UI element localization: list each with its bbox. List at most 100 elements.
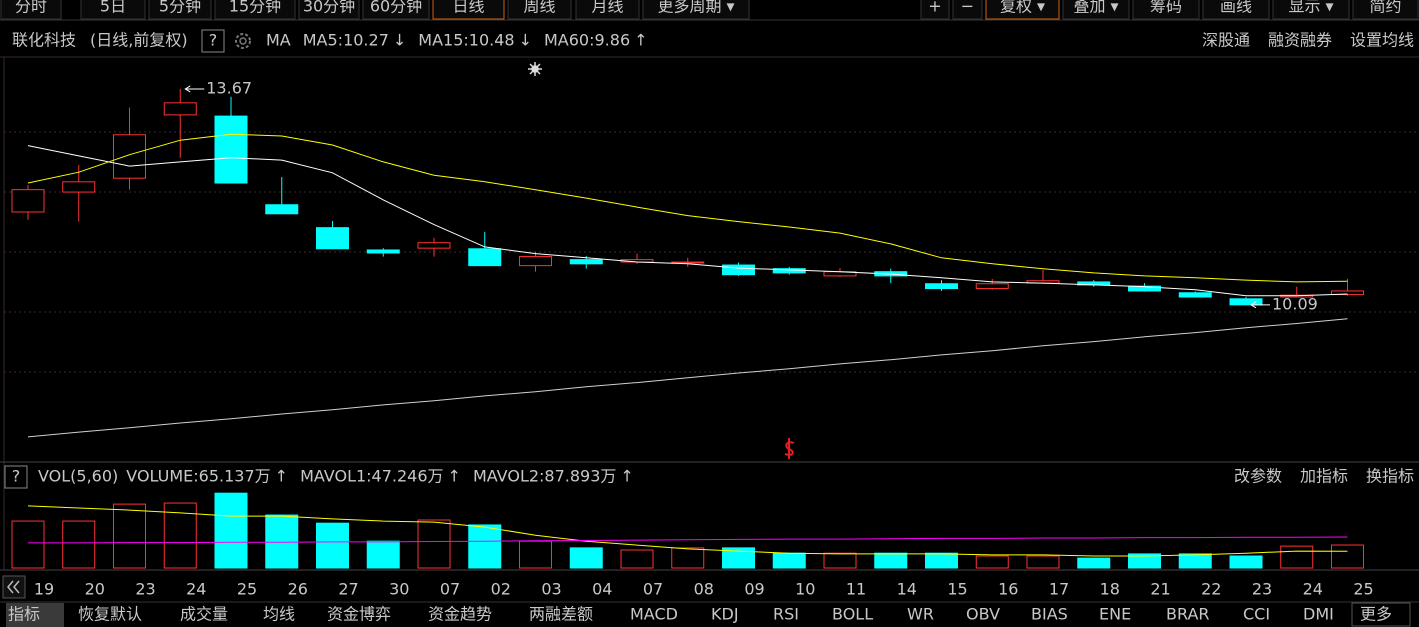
panel-link[interactable]: 设置均线: [1350, 31, 1414, 50]
toolbar-button[interactable]: [952, 0, 983, 20]
toolbar-button[interactable]: [575, 0, 640, 20]
x-tick-label: 02: [491, 580, 511, 599]
toolbar-button[interactable]: [214, 0, 296, 20]
toolbar-label[interactable]: 叠加 ▾: [1073, 0, 1118, 16]
toolbar-label[interactable]: 30分钟: [303, 0, 355, 16]
toolbar-label[interactable]: 分时: [15, 0, 47, 16]
legend-trend: ↑: [634, 31, 647, 50]
ma-line: [27, 145, 1348, 297]
mavol-line: [27, 505, 1348, 557]
toolbar-button[interactable]: [920, 0, 950, 20]
tab-label[interactable]: MACD: [630, 605, 678, 624]
candle-body: [62, 181, 96, 193]
scroll-left-button[interactable]: [2, 575, 26, 599]
panel-link[interactable]: 改参数: [1234, 467, 1282, 486]
toolbar-label[interactable]: 更多周期 ▾: [657, 0, 734, 16]
tab-label[interactable]: 资金博弈: [327, 605, 391, 624]
tab-label[interactable]: BRAR: [1166, 605, 1210, 624]
tab-label[interactable]: CCI: [1243, 605, 1270, 624]
toolbar-button[interactable]: [1132, 0, 1200, 20]
tab-label[interactable]: BIAS: [1031, 605, 1068, 624]
toolbar-button[interactable]: [362, 0, 430, 20]
more-button[interactable]: [1351, 602, 1411, 627]
tab-label[interactable]: 两融差额: [529, 605, 593, 624]
help-button[interactable]: [201, 29, 225, 53]
toolbar-label[interactable]: 5分钟: [159, 0, 201, 16]
panel-link[interactable]: 融资融券: [1268, 31, 1332, 50]
toolbar-button[interactable]: [507, 0, 572, 20]
toolbar-button[interactable]: [642, 0, 750, 20]
tab-label[interactable]: 资金趋势: [428, 605, 492, 624]
x-tick-label: 15: [947, 580, 967, 599]
panel-link[interactable]: 深股通: [1202, 31, 1250, 50]
tab-label[interactable]: WR: [907, 605, 934, 624]
toolbar-label[interactable]: +: [928, 0, 941, 16]
toolbar-label[interactable]: 画线: [1220, 0, 1252, 16]
tab-label[interactable]: 更多: [1360, 605, 1392, 624]
gear-icon[interactable]: [235, 33, 251, 49]
panel-link[interactable]: 加指标: [1300, 467, 1348, 486]
volume-bar: [1331, 544, 1364, 569]
help-button[interactable]: [4, 465, 28, 489]
tab-label[interactable]: OBV: [966, 605, 1000, 624]
tab-label[interactable]: 指标: [8, 605, 40, 624]
toolbar-label[interactable]: 日线: [452, 0, 484, 16]
volume-bar: [417, 519, 451, 569]
toolbar-label[interactable]: 月线: [591, 0, 623, 16]
toolbar-label[interactable]: −: [961, 0, 974, 16]
toolbar-label[interactable]: 周线: [523, 0, 555, 16]
toolbar-button[interactable]: [1062, 0, 1130, 20]
x-tick-label: 19: [34, 580, 54, 599]
toolbar-button[interactable]: [985, 0, 1060, 20]
tab-label[interactable]: 均线: [263, 605, 295, 624]
toolbar-button[interactable]: [298, 0, 360, 20]
toolbar-label[interactable]: 显示 ▾: [1288, 0, 1333, 16]
candle-body: [113, 134, 146, 179]
candle-body: [1229, 298, 1263, 306]
x-tick-label: 27: [338, 580, 358, 599]
candle-body: [569, 259, 603, 265]
low-arrow: [1250, 301, 1270, 309]
tab-label[interactable]: 成交量: [180, 605, 228, 624]
toolbar-button[interactable]: [1352, 0, 1419, 20]
candle-body: [519, 256, 552, 267]
event-icon[interactable]: [528, 62, 542, 76]
volume-bar: [468, 524, 502, 569]
toolbar-label[interactable]: 5日: [100, 0, 126, 16]
toolbar-label[interactable]: 60分钟: [370, 0, 422, 16]
x-tick-label: 07: [440, 580, 460, 599]
legend-trend: ↓: [519, 31, 532, 50]
signal-icon[interactable]: [784, 438, 795, 459]
toolbar-button[interactable]: [432, 0, 505, 20]
tab-label[interactable]: KDJ: [711, 605, 739, 624]
x-tick-label: 22: [1201, 580, 1221, 599]
help-label[interactable]: ?: [12, 467, 21, 486]
toolbar-button[interactable]: [1272, 0, 1350, 20]
stock-name: 联化科技: [12, 31, 76, 50]
mavol-line: [28, 536, 1348, 544]
toolbar-label[interactable]: 简约: [1369, 0, 1401, 16]
tab-label[interactable]: DMI: [1303, 605, 1334, 624]
toolbar-button[interactable]: [1202, 0, 1270, 20]
toolbar-button[interactable]: [0, 0, 62, 20]
volume-bar: [975, 555, 1009, 569]
toolbar-button[interactable]: [80, 0, 146, 20]
tab-label[interactable]: 恢复默认: [78, 605, 142, 624]
volume-bar: [722, 547, 755, 569]
legend-label: MAVOL2:87.893万: [473, 467, 616, 486]
panel-link[interactable]: 换指标: [1366, 467, 1414, 486]
help-label[interactable]: ?: [209, 31, 218, 50]
tab-label[interactable]: BOLL: [832, 605, 873, 624]
toolbar-button[interactable]: [148, 0, 212, 20]
x-tick-label: 03: [541, 580, 561, 599]
candle-body: [366, 249, 400, 254]
toolbar-label[interactable]: 复权 ▾: [1000, 0, 1045, 16]
ma-line: [27, 318, 1348, 438]
tab-label[interactable]: ENE: [1099, 605, 1131, 624]
tab-label[interactable]: RSI: [773, 605, 799, 624]
toolbar-label[interactable]: 筹码: [1150, 0, 1182, 16]
x-tick-label: 21: [1150, 580, 1170, 599]
toolbar-label[interactable]: 15分钟: [229, 0, 281, 16]
